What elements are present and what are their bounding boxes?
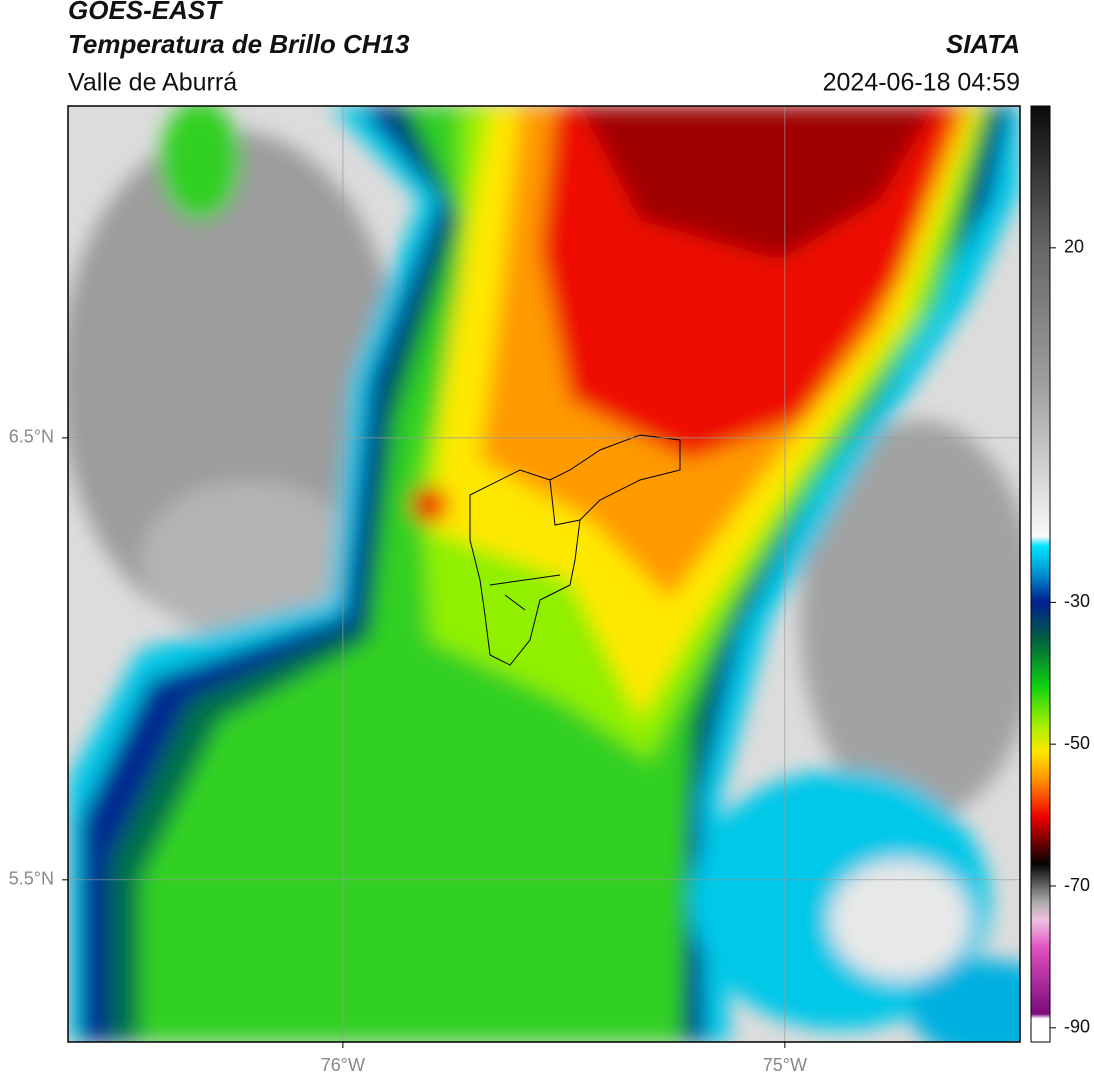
- y-tick-label: 6.5°N: [9, 427, 54, 447]
- colorbar-tick-label: 20: [1064, 237, 1084, 257]
- source: SIATA: [946, 29, 1020, 59]
- x-tick-label: 75°W: [763, 1055, 807, 1075]
- satellite-image: [68, 106, 1020, 1042]
- colorbar: [1030, 105, 1051, 1043]
- subtitle: Temperatura de Brillo CH13: [68, 29, 410, 59]
- map-frame: [67, 105, 1021, 1043]
- colorbar-tick-label: -70: [1064, 875, 1090, 895]
- datetime: 2024-06-18 04:59: [823, 69, 1020, 97]
- region: Valle de Aburrá: [68, 69, 237, 97]
- colorbar-tick-label: -50: [1064, 733, 1090, 753]
- y-tick-label: 5.5°N: [9, 869, 54, 889]
- title: GOES-EAST: [68, 0, 223, 25]
- colorbar-tick-label: -30: [1064, 591, 1090, 611]
- colorbar-tick-label: -90: [1064, 1017, 1090, 1037]
- graticule: [68, 106, 1020, 1042]
- x-tick-label: 76°W: [321, 1055, 365, 1075]
